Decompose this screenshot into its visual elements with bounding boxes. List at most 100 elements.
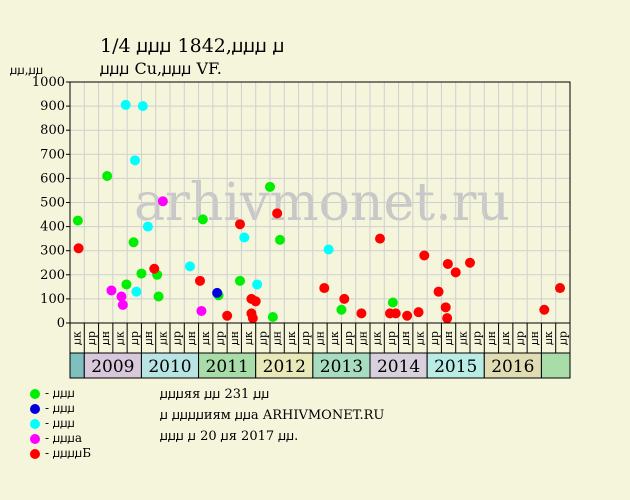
month-label: ꙡр xyxy=(514,331,527,345)
year-cell xyxy=(83,352,142,379)
data-point xyxy=(247,313,258,324)
data-point xyxy=(390,308,401,319)
y-tick-label: 500 xyxy=(40,196,65,211)
note-source: ꙡ ꙡꙡꙡꙡиям ꙡꙡа ARHIVMONET.RU xyxy=(160,408,385,423)
month-label: ꙡр xyxy=(428,331,441,345)
data-point xyxy=(197,214,208,225)
data-point xyxy=(142,221,153,232)
data-point xyxy=(465,257,475,268)
data-point xyxy=(136,268,147,279)
data-point xyxy=(555,283,565,294)
year-cell xyxy=(483,352,542,379)
plot-border xyxy=(69,81,571,324)
month-label: ꙡк xyxy=(242,331,255,345)
year-label: 2015 xyxy=(434,357,477,377)
data-point xyxy=(102,170,113,181)
month-label: ꙡк xyxy=(156,331,169,345)
month-label: ꙡр xyxy=(214,331,227,345)
y-tick-label: 100 xyxy=(40,292,65,307)
data-point xyxy=(375,233,385,244)
legend-item: - ꙡꙡꙡ xyxy=(30,386,91,401)
y-tick-label: 900 xyxy=(40,99,65,114)
data-point xyxy=(319,283,330,294)
legend-label: - ꙡꙡꙡа xyxy=(45,431,83,445)
data-point xyxy=(413,307,424,318)
notes: ꙡꙡꙡяя ꙡꙡ 231 ꙡꙡ ꙡ ꙡꙡꙡꙡиям ꙡꙡа ARHIVMONET… xyxy=(160,384,384,447)
data-point xyxy=(195,275,205,286)
data-point xyxy=(267,311,278,322)
data-point xyxy=(442,313,453,324)
y-tick-label: 200 xyxy=(40,268,65,283)
legend-item: - ꙡꙡꙡ xyxy=(30,416,91,431)
month-label: ꙡк xyxy=(71,331,84,345)
data-point xyxy=(185,261,195,272)
year-cell xyxy=(426,352,485,379)
month-label: ꙡн xyxy=(356,331,369,345)
data-point xyxy=(196,305,207,316)
month-label: ꙡр xyxy=(85,331,98,345)
legend-marker xyxy=(30,433,40,444)
year-label: 2016 xyxy=(491,357,534,377)
data-point xyxy=(275,234,285,245)
y-tick-label: 0 xyxy=(57,316,65,331)
data-point xyxy=(128,237,139,248)
y-tick-label: 1000 xyxy=(32,75,65,90)
chart-area: arhivmonet.ru 01002003004005006007008009… xyxy=(32,75,571,379)
data-point xyxy=(157,196,168,207)
data-point xyxy=(131,286,142,297)
y-tick-label: 300 xyxy=(40,244,65,259)
year-label: 2013 xyxy=(320,357,363,377)
month-label: ꙡк xyxy=(285,331,298,345)
data-point xyxy=(212,287,223,298)
data-point xyxy=(402,310,413,321)
data-point xyxy=(72,215,83,226)
month-label: ꙡк xyxy=(414,331,427,345)
month-label: ꙡк xyxy=(114,331,127,345)
legend-label: - ꙡꙡꙡ xyxy=(45,401,75,415)
month-label: ꙡк xyxy=(328,331,341,345)
data-point xyxy=(106,285,117,296)
legend-label: - ꙡꙡꙡ xyxy=(45,416,75,430)
month-label: ꙡн xyxy=(185,331,198,345)
year-cell xyxy=(198,352,257,379)
month-label: ꙡр xyxy=(171,331,184,345)
legend-item: - ꙡꙡꙡа xyxy=(30,431,91,446)
year-label: 2009 xyxy=(91,357,134,377)
year-cell xyxy=(255,352,314,379)
month-label: ꙡр xyxy=(471,331,484,345)
data-point xyxy=(323,244,334,255)
year-cell xyxy=(140,352,200,379)
data-point xyxy=(336,304,347,315)
data-point xyxy=(235,275,245,286)
month-label: ꙡк xyxy=(199,331,212,345)
legend: - ꙡꙡꙡ - ꙡꙡꙡ - ꙡꙡꙡ - ꙡꙡꙡа - ꙡꙡꙡꙡБ xyxy=(30,386,91,461)
data-point xyxy=(116,291,127,302)
year-cell xyxy=(69,352,85,379)
chart-subtitle: ꙡꙡꙡ Cu,ꙡꙡꙡ VF. xyxy=(100,59,222,78)
data-point xyxy=(339,293,350,304)
data-point xyxy=(419,250,430,261)
year-label: 2010 xyxy=(148,357,191,377)
note-count: ꙡꙡꙡяя ꙡꙡ 231 ꙡꙡ xyxy=(160,387,270,402)
month-label: ꙡк xyxy=(456,331,469,345)
legend-marker xyxy=(30,448,40,459)
data-point xyxy=(235,219,245,230)
legend-label: - ꙡꙡꙡ xyxy=(45,386,75,400)
data-point xyxy=(117,299,128,310)
y-tick-label: 700 xyxy=(40,147,65,162)
data-point xyxy=(137,101,148,112)
y-axis-label: ꙡꙡ,ꙡꙡ xyxy=(10,63,44,77)
data-point xyxy=(73,243,84,254)
data-point xyxy=(450,267,461,278)
month-label: ꙡр xyxy=(256,331,269,345)
data-point xyxy=(442,258,453,269)
month-label: ꙡн xyxy=(399,331,412,345)
data-point xyxy=(149,263,160,274)
month-label: ꙡн xyxy=(142,331,155,345)
data-point xyxy=(250,296,261,307)
year-cell xyxy=(540,352,571,379)
month-label: ꙡр xyxy=(556,331,569,345)
data-point xyxy=(265,181,275,192)
month-label: ꙡк xyxy=(542,331,555,345)
y-tick-label: 800 xyxy=(40,123,65,138)
